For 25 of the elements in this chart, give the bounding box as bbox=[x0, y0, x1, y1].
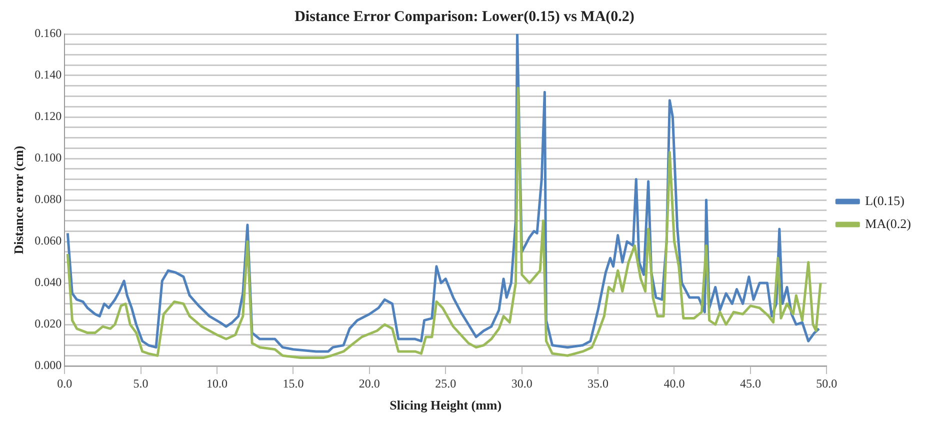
x-tick-label: 25.0 bbox=[435, 376, 456, 390]
y-axis-title: Distance error (cm) bbox=[11, 146, 26, 254]
legend-label: L(0.15) bbox=[865, 192, 905, 208]
y-tick-label: 0.040 bbox=[34, 275, 62, 290]
x-tick-label: 10.0 bbox=[206, 376, 228, 390]
y-tick-label: 0.100 bbox=[34, 150, 62, 165]
y-tick-label: 0.060 bbox=[34, 234, 62, 248]
x-tick-label: 30.0 bbox=[511, 376, 532, 390]
x-tick-label: 40.0 bbox=[664, 376, 685, 390]
x-tick-label: 35.0 bbox=[588, 376, 609, 390]
x-axis-title: Slicing Height (mm) bbox=[390, 398, 502, 413]
x-tick-label: 50.0 bbox=[816, 376, 838, 390]
legend-label: MA(0.2) bbox=[865, 216, 912, 231]
chart-title: Distance Error Comparison: Lower(0.15) vs MA(0.2) bbox=[294, 8, 634, 25]
x-tick-label: 45.0 bbox=[740, 376, 761, 390]
y-tick-label: 0.020 bbox=[34, 316, 62, 331]
y-tick-label: 0.140 bbox=[34, 68, 62, 82]
y-tick-label: 0.080 bbox=[34, 192, 62, 206]
x-tick-label: 5.0 bbox=[133, 376, 148, 390]
y-tick-label: 0.160 bbox=[34, 26, 62, 40]
y-tick-label: 0.000 bbox=[34, 358, 62, 372]
x-tick-label: 20.0 bbox=[358, 376, 380, 390]
y-tick-label: 0.120 bbox=[34, 109, 62, 124]
x-tick-label: 15.0 bbox=[282, 376, 304, 390]
x-tick-label: 0.0 bbox=[57, 376, 72, 390]
